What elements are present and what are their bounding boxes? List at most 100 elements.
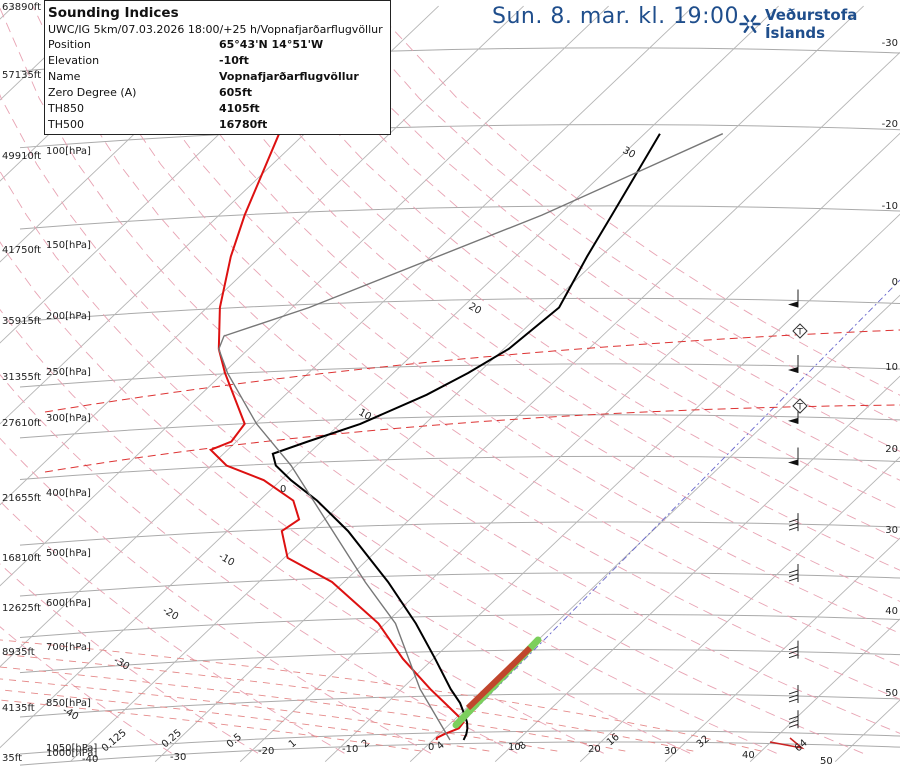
- dry-adiabat-line: [235, 5, 900, 511]
- isotherm-label: -20: [161, 605, 181, 623]
- pressure-label: 200[hPa]: [46, 311, 91, 322]
- pressure-label: 150[hPa]: [46, 240, 91, 251]
- isotherm-line: [579, 456, 900, 763]
- isobar-line: [19, 297, 900, 322]
- dry-adiabat-line: [269, 5, 900, 481]
- bottom-axis-label: 8: [517, 740, 529, 753]
- pressure-label: 1000[hPa]: [46, 748, 97, 759]
- altitude-label: 35915ft: [2, 316, 41, 327]
- cape-band-red: [465, 645, 533, 711]
- bottom-axis-label: 30: [664, 746, 677, 757]
- bottom-axis-label: 64: [793, 738, 810, 755]
- bottom-axis-label: -30: [170, 752, 186, 763]
- index-value: 605ft: [219, 86, 253, 99]
- freezing-level-line: [44, 329, 900, 413]
- pressure-label: 500[hPa]: [46, 548, 91, 559]
- isotherm-label: 30: [621, 145, 638, 161]
- moist-adiabat-line: [0, 689, 490, 752]
- altitude-label: 27610ft: [2, 418, 41, 429]
- index-value: -10ft: [219, 54, 249, 67]
- chart-series: [208, 133, 724, 741]
- index-value: 16780ft: [219, 118, 268, 131]
- altitude-label: 21655ft: [2, 493, 41, 504]
- pressure-label: 600[hPa]: [46, 598, 91, 609]
- index-label: Name: [48, 70, 81, 83]
- wind-barb-feather: [788, 654, 799, 659]
- altitude-label: 41750ft: [2, 245, 41, 256]
- dry-adiabat-line: [0, 7, 900, 734]
- bottom-axis-label: 10: [508, 742, 521, 753]
- pressure-label: 300[hPa]: [46, 413, 91, 424]
- surface-wind-barb: [769, 737, 805, 750]
- wind-barb-feather: [788, 573, 799, 578]
- wind-barb-pennant: [788, 301, 798, 308]
- index-row: Elevation -10ft: [48, 53, 386, 69]
- isotherm-line: [494, 375, 900, 763]
- isobar-line: [19, 455, 900, 480]
- parcel-line: [218, 133, 724, 741]
- isotherm-line: [664, 537, 900, 763]
- isotherm-label: -30: [112, 655, 132, 673]
- right-axis-label: -10: [882, 201, 898, 212]
- bottom-axis-label: 4: [435, 740, 447, 753]
- wind-barb-pennant: [788, 459, 798, 466]
- isotherm-line: [0, 5, 779, 749]
- wind-barb-feather: [788, 650, 799, 655]
- right-axis-label: 10: [885, 362, 898, 373]
- isotherm-line: [239, 132, 900, 763]
- isobar-line: [19, 649, 900, 674]
- tropopause-marker: [792, 323, 808, 339]
- dry-adiabat-line: [337, 5, 900, 424]
- dewpoint-line: [208, 133, 465, 741]
- bottom-axis-label: 20: [588, 744, 601, 755]
- bottom-axis-label: 0.125: [100, 727, 129, 754]
- bottom-axis-label: 16: [605, 732, 622, 749]
- dry-adiabat-line: [371, 5, 900, 396]
- dry-adiabat-line: [303, 5, 900, 452]
- tropopause-marker: [792, 398, 808, 414]
- isotherm-line: [69, 5, 864, 763]
- right-axis-label: 30: [885, 525, 898, 536]
- isotherm-line: [0, 5, 524, 506]
- bottom-axis-label: -10: [342, 744, 358, 755]
- dry-adiabat-line: [0, 500, 345, 754]
- wind-barb-feather: [788, 698, 799, 703]
- index-label: Elevation: [48, 54, 100, 67]
- altitude-label: 12625ft: [2, 603, 41, 614]
- dry-adiabat-line: [32, 5, 900, 700]
- wind-barb-pennant: [788, 367, 798, 374]
- wind-barb-feather: [788, 518, 799, 523]
- snowflake-icon: [739, 15, 761, 33]
- altitude-label: 63890ft: [2, 2, 41, 13]
- index-value: 65°43'N 14°51'W: [219, 38, 324, 51]
- bottom-axis-label: -40: [82, 754, 98, 765]
- isotherm-label: -10: [217, 551, 237, 569]
- pressure-label: 100[hPa]: [46, 146, 91, 157]
- isobar-line: [19, 414, 900, 439]
- isotherm-label: 20: [467, 301, 484, 317]
- index-label: Zero Degree (A): [48, 86, 137, 99]
- altitude-label: 4135ft: [2, 703, 35, 714]
- index-value: 4105ft: [219, 102, 260, 115]
- index-value: Vopnafjarðarflugvöllur: [219, 70, 359, 83]
- index-row: Position 65°43'N 14°51'W: [48, 37, 386, 53]
- isotherm-line: [324, 213, 900, 763]
- bottom-axis-label: 2: [360, 738, 372, 751]
- tropopause-label: T: [796, 403, 803, 413]
- isobar-line: [19, 572, 900, 597]
- bottom-axis-label: 40: [742, 750, 755, 761]
- brand-name: Veðurstofa Íslands: [764, 6, 858, 42]
- forecast-time-title: Sun. 8. mar. kl. 19:00: [492, 4, 739, 29]
- wind-barb-feather: [788, 715, 799, 720]
- sounding-indices-panel: Sounding Indices UWC/IG 5km/07.03.2026 1…: [44, 0, 391, 135]
- dry-adiabat-line: [0, 308, 604, 754]
- chart-marks: TT: [452, 289, 808, 750]
- isobar-line: [19, 363, 900, 388]
- isobar-line: [19, 730, 900, 755]
- index-row: Zero Degree (A) 605ft: [48, 85, 386, 101]
- isobar-line: [19, 124, 900, 149]
- bottom-axis-label: 0.25: [160, 728, 184, 751]
- wind-barb-feather: [788, 569, 799, 574]
- altitude-label: 31355ft: [2, 372, 41, 383]
